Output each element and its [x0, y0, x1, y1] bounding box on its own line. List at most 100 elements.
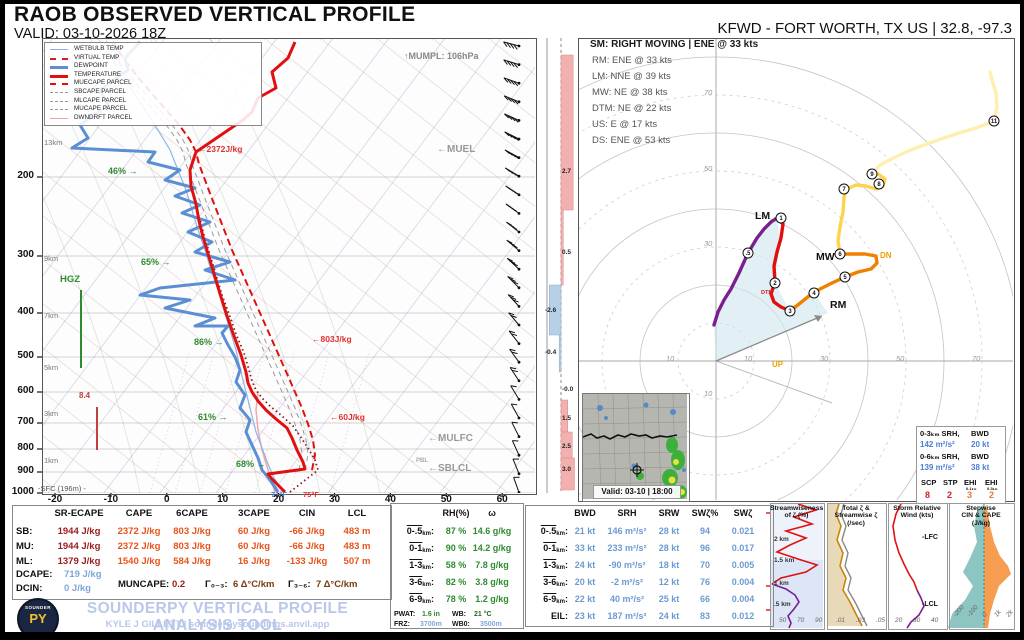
kinematics-table: [525, 505, 774, 627]
chart-shape: [509, 278, 516, 282]
advection-value: 2.5: [562, 443, 572, 450]
legend-item-label: DWNDRFT PARCEL: [74, 113, 133, 121]
stepwise-cin-fill: [948, 504, 984, 628]
chart-shape: [511, 207, 518, 212]
kinematics-value: 20 kt: [574, 577, 596, 587]
mixing-ratio-value: 7.8 g/kg: [475, 560, 509, 570]
advection-value: -0.4: [545, 349, 557, 356]
chart-shape: [513, 154, 520, 160]
chart-shape: [504, 131, 510, 137]
moist-adiabat-gridline: [42, 192, 141, 493]
chart-shape: [510, 366, 517, 370]
kinematics-value: 233 m²/s²: [607, 543, 647, 553]
kinematics-value: 83: [699, 611, 710, 621]
valid-time: VALID: 03-10-2026 18Z: [14, 26, 167, 42]
advection-value: 3.0: [562, 466, 572, 473]
chart-shape: [513, 62, 518, 68]
index-value: 2: [989, 490, 995, 500]
kinematics-value: 23 kt: [574, 611, 596, 621]
bwd-03-value: 20 kt: [971, 440, 990, 449]
panel-sr-wind: [888, 503, 948, 630]
kinematics-value: -90 m²/s²: [608, 560, 646, 570]
chart-shape: [508, 330, 515, 334]
kinematics-value: 33 kt: [574, 543, 596, 553]
mixing-ratio-gridline: [174, 349, 216, 493]
isotherm-gridline: [327, 216, 535, 493]
hodo-trace-0-1km: [712, 216, 779, 327]
thermo-value: 2372 J/kg: [117, 526, 161, 537]
legend-swatch: [50, 92, 68, 93]
chart-shape: [511, 244, 518, 249]
chart-shape: [511, 369, 519, 373]
left-mover-label: LM: [755, 210, 771, 222]
thermo-value: 1379 J/kg: [57, 556, 101, 567]
surface-temp-label: 75°F: [303, 490, 319, 499]
isotherm-gridline: [383, 290, 535, 493]
ring-tick-label: 10: [744, 354, 753, 363]
cape-3km-annotation: ←60J/kg: [330, 412, 365, 422]
wind-barb: [504, 113, 521, 123]
dry-adiabat-gridline: [42, 390, 173, 493]
hail-size-annotation: 8.4: [79, 391, 91, 400]
mixing-ratio-gridline: [149, 349, 191, 493]
srh-03-label: 0-3ₖₘ SRH,: [920, 429, 960, 438]
kinematics-value: 76: [699, 577, 710, 587]
dry-adiabat-gridline: [42, 214, 397, 493]
chart-shape: [510, 116, 516, 122]
radar-echo-strong: [668, 476, 676, 484]
chart-shape: [510, 134, 516, 140]
thermo-value: -66 J/kg: [289, 526, 325, 537]
radar-valid-caption: Valid: 03-10 | 18:00: [593, 485, 681, 499]
kinematics-value: 21 kt: [574, 526, 596, 536]
legend-swatch: [50, 100, 68, 102]
rh-annotation: 68% →: [236, 459, 266, 469]
panel-tick-label: .05: [876, 617, 886, 624]
kinematics-value: 187 m²/s²: [607, 611, 647, 621]
wind-barb: [506, 257, 521, 271]
srh-06-label: 0-6ₖₘ SRH,: [920, 452, 960, 461]
thermo-value: 803 J/kg: [173, 541, 211, 552]
panel-vorticity-title: Total ζ & Streamwise ζ (/sec): [834, 505, 878, 527]
mumpl-annotation: ↑MUMPL: 106hPa: [404, 51, 479, 61]
isotherm-gridline: [159, 38, 502, 493]
mixing-ratio-value: 3.8 g/kg: [475, 577, 509, 587]
kinematics-value: 25 kt: [658, 594, 680, 604]
legend-swatch: [50, 57, 68, 60]
index-header: EHI: [985, 478, 998, 487]
wind-barb: [510, 403, 521, 420]
chart-shape: [510, 385, 520, 400]
storm-motion-vector-text: US: E @ 17 kts: [592, 119, 658, 130]
kinematics-header: BWD: [574, 508, 596, 518]
km-marker-number: 2: [773, 281, 777, 287]
index-value: 2: [947, 490, 953, 500]
kinematics-value: 96: [699, 543, 710, 553]
km-marker-circle: [873, 178, 885, 190]
chart-shape: [509, 260, 516, 264]
thermo-value: 60 J/kg: [237, 526, 271, 537]
storm-motion-vector-text: MW: NE @ 38 kts: [592, 87, 668, 98]
kinematics-value: 0.017: [731, 543, 755, 553]
mixing-ratio-gridline: [329, 349, 371, 493]
wb0-value: 3500m: [480, 621, 502, 628]
pressure-tick-label: 700: [17, 416, 34, 427]
chart-shape: [513, 117, 519, 123]
kinematics-value: 0.005: [731, 560, 755, 570]
chart-shape: [508, 312, 520, 326]
kinematics-row-label: 0-1km:: [543, 543, 568, 554]
km-marker-circle: [742, 247, 754, 259]
streamwiseness-bg-band: [770, 560, 823, 628]
legend-swatch: [50, 49, 68, 50]
hodograph-panel: [578, 38, 1015, 502]
storm-motion-vector-text: LM: NNE @ 39 kts: [592, 71, 671, 82]
wb-label: WB:: [452, 611, 466, 618]
dry-adiabat-gridline: [42, 302, 285, 493]
index-header-sub: 0-3ₖₘ: [987, 486, 998, 491]
dry-adiabat-gridline: [431, 38, 535, 120]
chart-shape: [506, 239, 513, 244]
ring-tick-label: 10: [704, 389, 713, 398]
temp-tick-label: 50: [440, 494, 452, 505]
rh-value: 87 %: [445, 526, 467, 536]
chart-shape: [509, 43, 515, 49]
chart-shape: [512, 262, 519, 267]
